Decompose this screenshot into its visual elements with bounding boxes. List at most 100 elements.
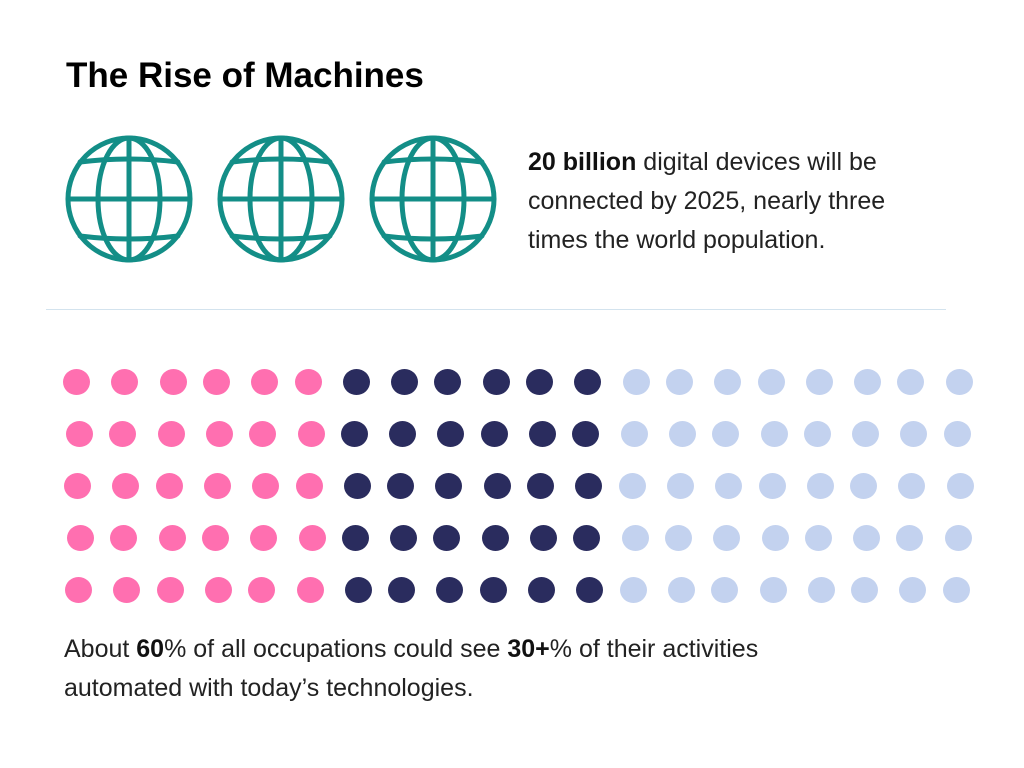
dot-group-3	[942, 577, 970, 603]
dot-group-2	[434, 369, 462, 395]
dot-group-1	[205, 421, 233, 447]
dot-group-1	[156, 577, 184, 603]
dot-group-2	[573, 525, 601, 551]
dot-group-1	[294, 369, 322, 395]
dot-group-1	[252, 473, 280, 499]
dot-group-2	[572, 421, 600, 447]
dot-group-3	[712, 421, 740, 447]
dot-group-3	[714, 369, 742, 395]
dot-group-3	[805, 369, 833, 395]
dot-group-3	[944, 525, 972, 551]
dot-group-2	[437, 421, 465, 447]
dot-group-1	[158, 525, 186, 551]
devices-text-line3: times the world population.	[528, 226, 826, 254]
automation-text-line2: automated with today’s technologies.	[64, 674, 474, 702]
automation-text-pre: About	[64, 635, 137, 663]
dot-group-2	[343, 473, 371, 499]
dot-group-1	[64, 473, 91, 499]
devices-statistic: 20 billion digital devices will be conne…	[528, 143, 978, 260]
dot-group-3	[899, 577, 927, 603]
dot-group-2	[436, 577, 464, 603]
dot-group-1	[202, 369, 230, 395]
dot-group-1	[201, 525, 229, 551]
dot-group-3	[900, 421, 928, 447]
dot-group-2	[341, 525, 369, 551]
dot-group-2	[575, 473, 603, 499]
dot-group-3	[804, 525, 832, 551]
dot-group-3	[852, 421, 880, 447]
dot-group-2	[529, 421, 556, 447]
dot-group-2	[479, 577, 507, 603]
dot-group-3	[713, 525, 741, 551]
dot-group-2	[526, 369, 553, 395]
dot-group-3	[761, 525, 789, 551]
occupations-percent: 60	[136, 635, 165, 663]
dot-group-3	[715, 473, 743, 499]
dot-grid	[50, 355, 974, 615]
dot-group-1	[159, 369, 187, 395]
dot-group-2	[389, 421, 417, 447]
dot-group-1	[109, 421, 137, 447]
dot-group-3	[897, 369, 925, 395]
dot-group-1	[157, 421, 185, 447]
dot-group-3	[619, 577, 647, 603]
dot-group-1	[67, 525, 94, 551]
dot-group-3	[807, 577, 835, 603]
dot-group-3	[806, 473, 834, 499]
dot-group-2	[342, 369, 370, 395]
section-divider	[46, 309, 946, 310]
dot-group-2	[391, 369, 419, 395]
automation-statistic: About 60% of all occupations could see 3…	[64, 630, 964, 708]
dot-group-3	[665, 369, 693, 395]
dot-group-3	[898, 473, 926, 499]
dot-group-2	[481, 525, 509, 551]
dot-group-3	[760, 421, 788, 447]
dot-group-3	[853, 525, 881, 551]
dot-group-3	[854, 369, 882, 395]
dot-group-2	[480, 421, 508, 447]
dot-group-1	[204, 577, 232, 603]
dot-group-3	[759, 577, 787, 603]
dot-group-2	[574, 369, 602, 395]
dot-group-3	[851, 577, 879, 603]
dot-group-1	[63, 369, 90, 395]
globe-icon	[369, 135, 497, 263]
dot-group-1	[113, 577, 141, 603]
dot-group-2	[530, 525, 557, 551]
dot-group-2	[388, 577, 416, 603]
dot-group-1	[250, 525, 278, 551]
dot-group-3	[758, 473, 786, 499]
dot-group-3	[667, 577, 695, 603]
dot-group-3	[664, 525, 692, 551]
dot-group-3	[850, 473, 878, 499]
globe-icon	[217, 135, 345, 263]
dot-group-2	[483, 473, 511, 499]
dot-group-3	[668, 421, 696, 447]
dot-group-1	[295, 473, 323, 499]
dot-group-3	[946, 473, 974, 499]
dot-group-2	[527, 473, 554, 499]
dot-group-3	[711, 577, 739, 603]
dot-group-3	[618, 473, 646, 499]
page-title: The Rise of Machines	[66, 56, 424, 95]
dot-group-2	[340, 421, 368, 447]
dot-group-3	[621, 525, 649, 551]
devices-text-line1: digital devices will be	[636, 148, 877, 176]
dot-group-1	[111, 369, 139, 395]
devices-text-line2: connected by 2025, nearly three	[528, 187, 886, 215]
dot-group-2	[390, 525, 418, 551]
dot-group-1	[248, 577, 276, 603]
dot-group-1	[296, 577, 324, 603]
dot-group-2	[433, 525, 461, 551]
globe-icon	[65, 135, 193, 263]
dot-group-3	[620, 421, 648, 447]
dot-group-3	[896, 525, 924, 551]
dot-group-1	[298, 525, 326, 551]
dot-group-3	[666, 473, 694, 499]
dot-group-3	[622, 369, 650, 395]
devices-count: 20 billion	[528, 148, 637, 176]
dot-group-2	[528, 577, 555, 603]
dot-group-1	[203, 473, 231, 499]
dot-group-1	[65, 577, 92, 603]
dot-group-1	[66, 421, 93, 447]
